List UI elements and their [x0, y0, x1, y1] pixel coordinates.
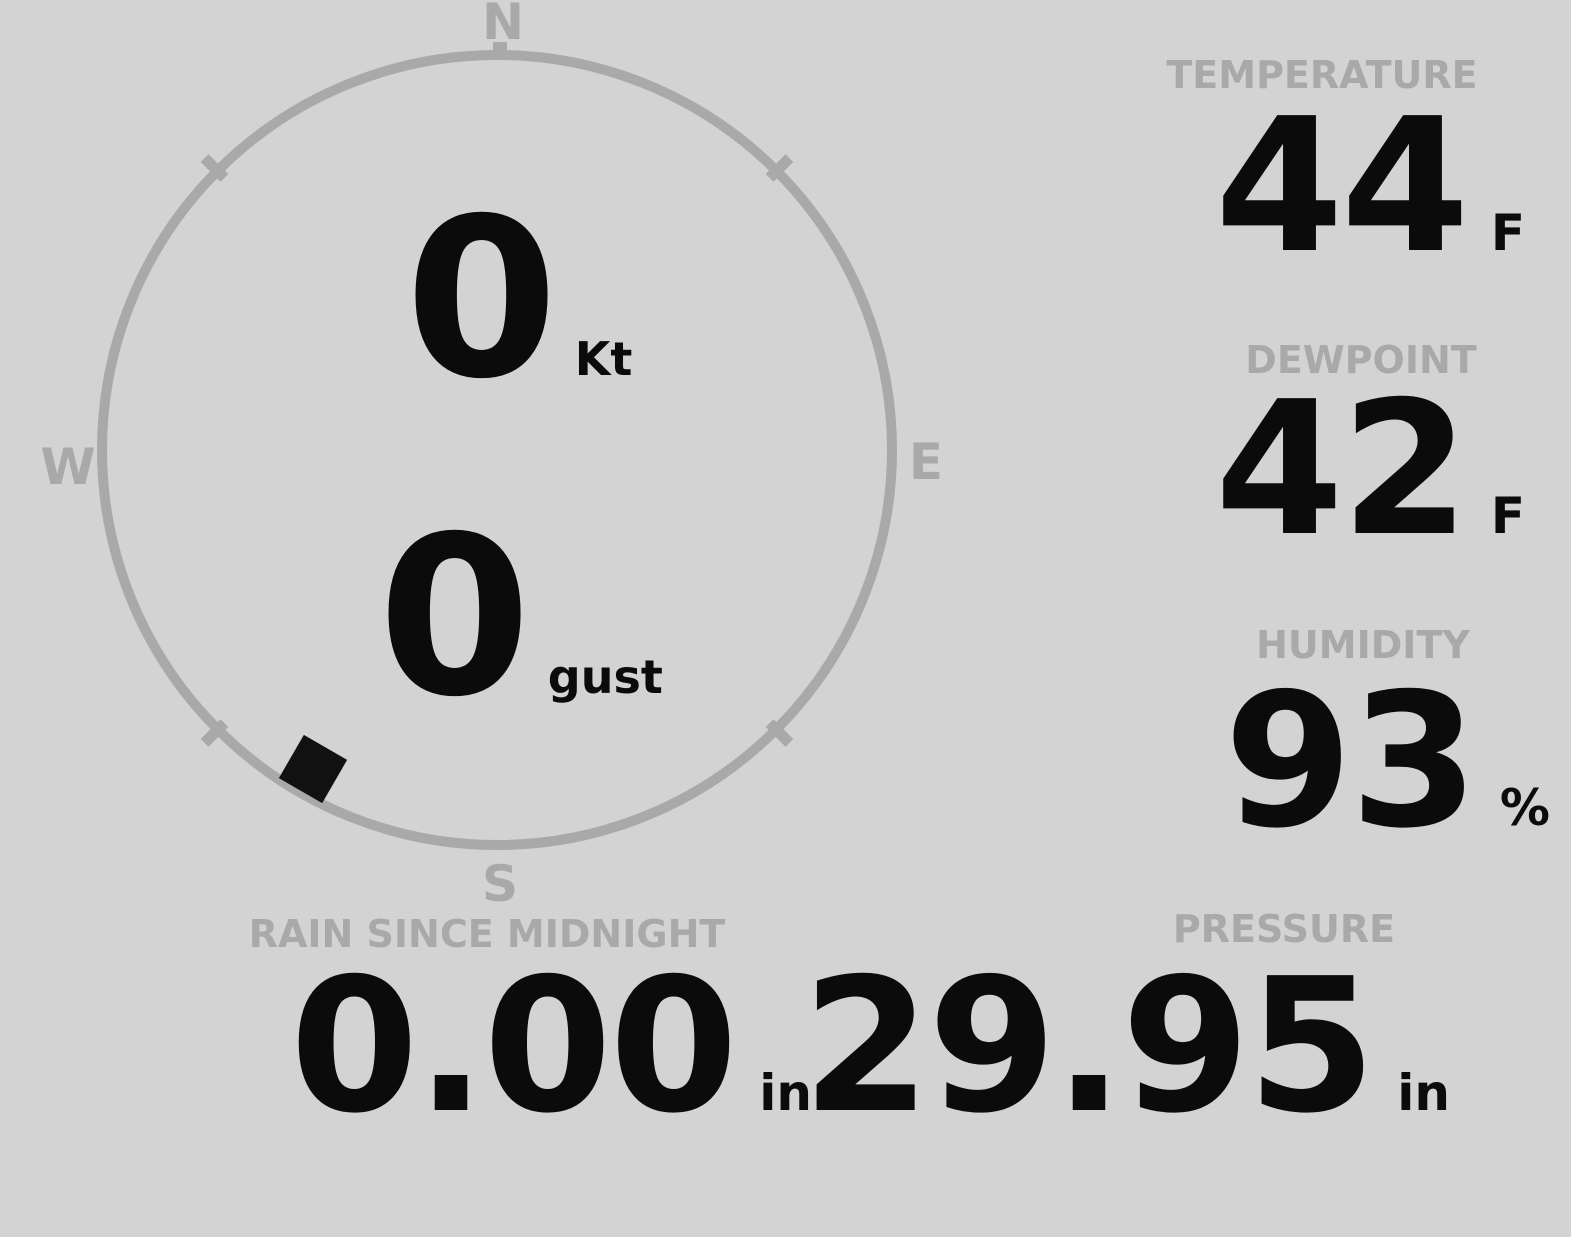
humidity-unit: %	[1499, 779, 1550, 837]
humidity-reading: 93 %	[1224, 669, 1550, 854]
dewpoint-unit: F	[1490, 487, 1525, 545]
dewpoint-value: 42	[1214, 361, 1470, 577]
rain-label: RAIN SINCE MIDNIGHT	[248, 912, 726, 956]
humidity-label: HUMIDITY	[1256, 623, 1470, 667]
dewpoint-reading: 42 F	[1215, 377, 1525, 562]
pressure-value: 29.95	[801, 938, 1376, 1154]
wind-gust: 0 gust	[378, 507, 663, 727]
temperature-value: 44	[1214, 78, 1470, 294]
dewpoint-label: DEWPOINT	[1245, 338, 1477, 382]
compass-label-west: W	[40, 438, 96, 496]
pressure-reading: 29.95 in	[802, 954, 1450, 1139]
rain-value: 0.00	[289, 938, 738, 1154]
wind-gust-unit: gust	[547, 650, 663, 704]
temperature-unit: F	[1490, 204, 1525, 262]
temperature-reading: 44 F	[1215, 94, 1525, 279]
wind-gust-value: 0	[378, 489, 531, 745]
wind-speed: 0 Kt	[405, 189, 632, 409]
compass-tick-north	[493, 42, 507, 56]
humidity-value: 93	[1223, 653, 1479, 869]
rain-unit: in	[759, 1064, 812, 1122]
compass-label-north: N	[482, 0, 524, 51]
temperature-label: TEMPERATURE	[1166, 53, 1478, 97]
wind-speed-unit: Kt	[574, 332, 633, 386]
rain-reading: 0.00 in	[290, 954, 812, 1139]
wind-speed-value: 0	[405, 171, 558, 427]
pressure-unit: in	[1397, 1064, 1450, 1122]
compass-label-east: E	[908, 433, 944, 491]
pressure-label: PRESSURE	[1172, 907, 1396, 951]
compass-label-south: S	[481, 855, 519, 913]
